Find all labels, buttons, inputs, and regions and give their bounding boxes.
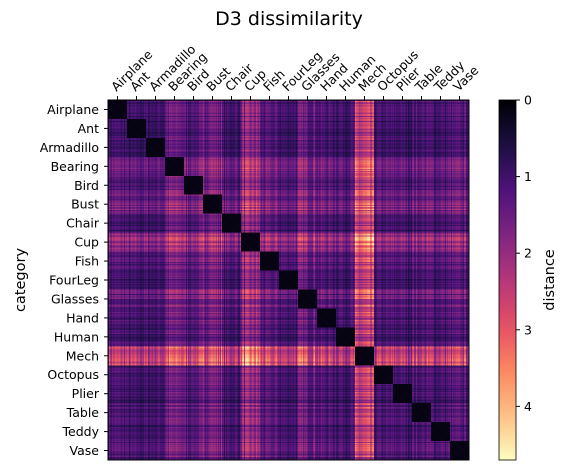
y-tick-label: Octopus [47, 367, 99, 382]
y-tick-label: Vase [70, 443, 100, 458]
y-tick-label: Human [54, 329, 99, 344]
y-tick-label: Bearing [51, 159, 99, 174]
y-tick-label: Bird [74, 178, 99, 193]
y-tick-label: Chair [66, 216, 100, 231]
x-axis-ticks: AirplaneAntArmadilloBearingBirdBustChair… [108, 42, 482, 100]
heatmap-matrix [108, 100, 469, 460]
y-tick-label: Mech [66, 348, 99, 363]
y-tick-label: Table [66, 405, 100, 420]
colorbar-label: distance [542, 249, 558, 311]
y-tick-label: Ant [78, 121, 99, 136]
colorbar-tick-label: 4 [524, 399, 532, 414]
colorbar-tick-label: 3 [524, 322, 532, 337]
y-axis-label: category [13, 248, 29, 313]
colorbar-tick-label: 0 [524, 93, 532, 108]
y-tick-label: Fish [75, 254, 99, 269]
chart-title: D3 dissimilarity [215, 8, 363, 30]
y-tick-label: Bust [71, 197, 99, 212]
y-tick-label: Plier [72, 386, 100, 401]
colorbar [498, 99, 517, 461]
y-tick-label: Cup [74, 235, 99, 250]
y-tick-label: Teddy [62, 424, 100, 439]
y-tick-label: Glasses [51, 291, 99, 306]
colorbar-ticks: 0 1 2 3 4 [516, 93, 532, 414]
y-tick-label: Airplane [47, 102, 99, 117]
colorbar-tick-label: 1 [524, 169, 532, 184]
y-axis-ticks: Airplane Ant Armadillo Bearing Bird Bust Chair… [40, 102, 108, 458]
y-tick-label: FourLeg [49, 273, 99, 288]
colorbar-tick-label: 2 [524, 246, 532, 261]
y-tick-label: Hand [66, 310, 99, 325]
heatmap-image [108, 100, 469, 460]
y-tick-label: Armadillo [40, 140, 99, 155]
